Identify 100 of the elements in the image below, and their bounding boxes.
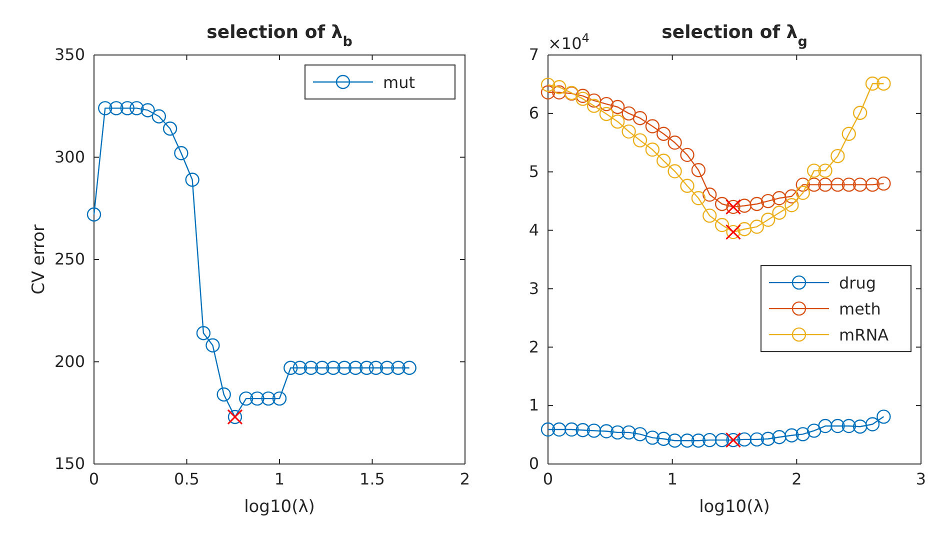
point	[750, 432, 764, 447]
point	[586, 424, 602, 438]
point	[691, 434, 706, 448]
point	[702, 208, 717, 223]
point	[206, 338, 220, 352]
point	[680, 434, 694, 448]
point	[842, 178, 856, 192]
point	[865, 76, 880, 91]
point	[714, 218, 730, 232]
point	[552, 80, 566, 94]
point	[152, 109, 166, 124]
point	[109, 101, 124, 116]
point	[668, 434, 682, 448]
point	[784, 198, 799, 212]
point	[216, 387, 231, 402]
point	[796, 186, 810, 200]
point	[622, 124, 636, 139]
x-tick-label: 2	[460, 469, 470, 488]
point	[830, 178, 845, 192]
point	[830, 418, 845, 434]
x-tick-label: 1	[667, 469, 678, 488]
y-tick-label: 350	[54, 45, 85, 64]
point	[772, 191, 786, 206]
point	[284, 360, 298, 375]
chart-title: selection of λ$_{b}$	[206, 22, 353, 50]
point	[552, 422, 566, 437]
point	[130, 101, 144, 116]
x-tick-label: 3	[916, 469, 926, 488]
point	[842, 126, 856, 141]
y-tick-label: 3	[528, 278, 539, 298]
y-axis-title: CV error	[29, 224, 49, 295]
point	[622, 425, 636, 440]
point	[818, 164, 832, 178]
point	[86, 207, 102, 222]
point	[645, 142, 660, 157]
point	[680, 178, 694, 193]
point	[368, 360, 384, 375]
point	[564, 422, 579, 437]
point	[540, 78, 556, 92]
chart-title: selection of λ$_{g}$	[662, 22, 808, 50]
y-tick-label: 7	[528, 45, 539, 64]
point	[852, 178, 868, 192]
point	[806, 164, 822, 178]
point	[876, 410, 891, 424]
point	[140, 103, 155, 118]
point	[239, 391, 254, 406]
legend-label: drug	[839, 274, 876, 293]
point	[304, 360, 318, 375]
point	[806, 424, 822, 438]
point	[876, 176, 891, 191]
point	[784, 428, 799, 442]
point	[714, 432, 730, 448]
point	[380, 360, 394, 375]
x-tick-label: 2	[792, 469, 802, 488]
y-tick-label: 1	[528, 396, 539, 415]
point	[784, 189, 799, 204]
point	[818, 418, 832, 434]
point	[622, 106, 636, 121]
point	[315, 360, 330, 375]
x-axis-title: log10(λ)	[244, 497, 315, 517]
point	[691, 163, 706, 178]
legend-label: meth	[839, 300, 881, 319]
point	[250, 391, 264, 406]
y-tick-label: 5	[528, 162, 539, 181]
point	[402, 360, 416, 375]
point	[852, 106, 868, 120]
point	[610, 425, 625, 440]
legend-label: mRNA	[839, 326, 889, 345]
point	[586, 93, 602, 108]
point	[576, 423, 590, 438]
point	[576, 92, 590, 106]
point	[691, 191, 706, 206]
point	[599, 96, 614, 112]
x-tick-label: 1.5	[360, 469, 385, 488]
point	[865, 178, 880, 192]
point	[632, 111, 648, 126]
point	[680, 148, 694, 162]
point	[806, 178, 822, 192]
point	[760, 432, 776, 446]
point	[865, 417, 880, 432]
point	[750, 196, 764, 212]
point	[656, 432, 671, 446]
point	[796, 427, 810, 442]
x-tick-label: 0.5	[174, 469, 200, 488]
point	[98, 101, 112, 116]
point	[772, 206, 786, 220]
point	[599, 106, 614, 122]
x-tick-label: 1	[274, 469, 285, 488]
point	[714, 196, 730, 212]
y-tick-label: 300	[54, 147, 85, 166]
point	[391, 360, 406, 375]
point	[668, 136, 682, 150]
point	[174, 146, 188, 160]
x-tick-label: 0	[542, 469, 554, 488]
x-axis-title: log10(λ)	[699, 497, 770, 517]
point	[162, 122, 178, 136]
point	[737, 432, 752, 447]
point	[348, 360, 363, 375]
point	[772, 430, 786, 444]
y-tick-label: 2	[528, 337, 539, 356]
